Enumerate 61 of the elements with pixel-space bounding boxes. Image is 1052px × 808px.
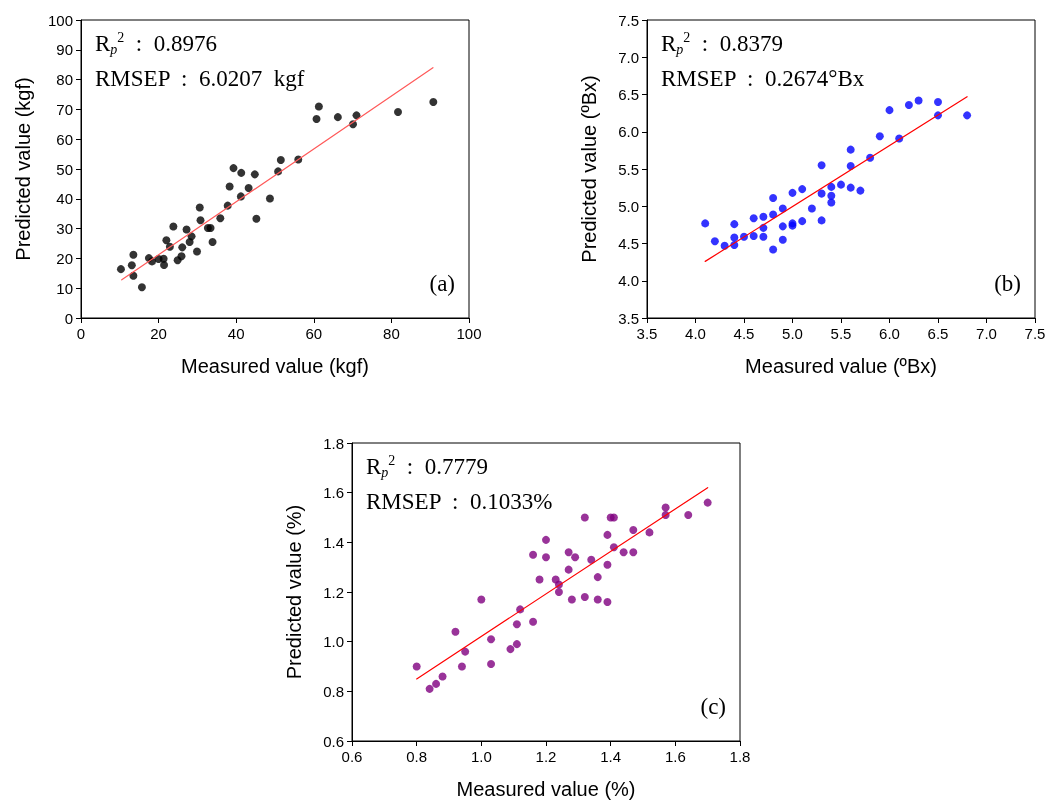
x-tick-label: 60 bbox=[305, 325, 323, 342]
y-tick-label: 50 bbox=[56, 160, 73, 178]
y-tick-label: 1.0 bbox=[323, 633, 344, 651]
y-tick-label: 6.0 bbox=[618, 123, 639, 141]
x-tick-label: 6.5 bbox=[927, 325, 949, 342]
y-tick-label: 1.6 bbox=[323, 484, 344, 502]
y-axis-title: Predicted value (kgf) bbox=[12, 77, 34, 261]
y-tick-label: 7.0 bbox=[618, 48, 639, 66]
y-tick-label: 60 bbox=[56, 130, 73, 148]
annotation: RMSEP : 6.0207 kgf bbox=[95, 66, 305, 91]
y-tick-label: 3.5 bbox=[618, 309, 639, 327]
y-tick-label: 80 bbox=[56, 71, 73, 89]
x-tick-label: 1.2 bbox=[535, 748, 557, 765]
y-tick-label: 30 bbox=[56, 220, 73, 238]
x-tick-label: 80 bbox=[383, 325, 400, 342]
annotation: (c) bbox=[700, 694, 726, 719]
y-axis-title: Predicted value (ºBx) bbox=[578, 75, 600, 263]
y-tick-label: 1.4 bbox=[323, 533, 344, 551]
y-tick-label: 1.2 bbox=[323, 583, 344, 601]
x-tick-label: 5.0 bbox=[782, 325, 803, 342]
y-tick-label: 1.8 bbox=[323, 434, 344, 452]
x-tick-label: 7.0 bbox=[976, 325, 997, 342]
annotation: RMSEP : 0.2674°Bx bbox=[661, 66, 865, 91]
y-tick-label: 90 bbox=[56, 41, 73, 59]
x-tick-label: 0.6 bbox=[341, 748, 363, 765]
y-tick-label: 4.0 bbox=[618, 272, 639, 290]
annotation: (b) bbox=[994, 271, 1022, 296]
y-tick-label: 0.8 bbox=[323, 682, 344, 700]
y-tick-label: 100 bbox=[47, 11, 73, 29]
x-tick-label: 4.0 bbox=[685, 325, 706, 342]
x-tick-label: 1.0 bbox=[470, 748, 492, 765]
x-tick-label: 0.8 bbox=[406, 748, 428, 765]
x-tick-label: 100 bbox=[456, 325, 482, 342]
x-axis-title: Measured value (ºBx) bbox=[745, 355, 937, 377]
annotation: (a) bbox=[429, 271, 455, 296]
y-tick-label: 40 bbox=[56, 190, 73, 208]
y-tick-label: 70 bbox=[56, 100, 73, 118]
y-tick-label: 6.5 bbox=[618, 86, 639, 103]
y-tick-label: 0.6 bbox=[323, 732, 344, 750]
x-tick-label: 20 bbox=[150, 325, 167, 342]
x-tick-label: 1.6 bbox=[664, 748, 686, 765]
y-axis-title: Predicted value (%) bbox=[283, 504, 305, 680]
x-tick-label: 3.5 bbox=[636, 325, 658, 342]
x-tick-label: 1.8 bbox=[729, 748, 751, 765]
y-tick-label: 5.0 bbox=[618, 197, 639, 215]
x-tick-label: 5.5 bbox=[830, 325, 852, 342]
y-tick-label: 0 bbox=[64, 309, 73, 327]
y-tick-label: 10 bbox=[56, 279, 73, 297]
x-tick-label: 1.4 bbox=[600, 748, 622, 765]
x-axis-title: Measured value (%) bbox=[456, 778, 636, 800]
y-tick-label: 7.5 bbox=[618, 11, 639, 29]
x-tick-label: 0 bbox=[76, 325, 86, 342]
y-tick-label: 5.5 bbox=[618, 160, 639, 178]
annotation: RMSEP : 0.1033% bbox=[366, 489, 553, 514]
x-tick-label: 6.0 bbox=[879, 325, 900, 342]
x-tick-label: 40 bbox=[227, 325, 245, 342]
x-axis-title: Measured value (kgf) bbox=[181, 355, 369, 377]
x-tick-label: 7.5 bbox=[1024, 325, 1046, 342]
y-tick-label: 4.5 bbox=[618, 235, 639, 252]
y-tick-label: 20 bbox=[56, 249, 73, 267]
x-tick-label: 4.5 bbox=[733, 325, 755, 342]
